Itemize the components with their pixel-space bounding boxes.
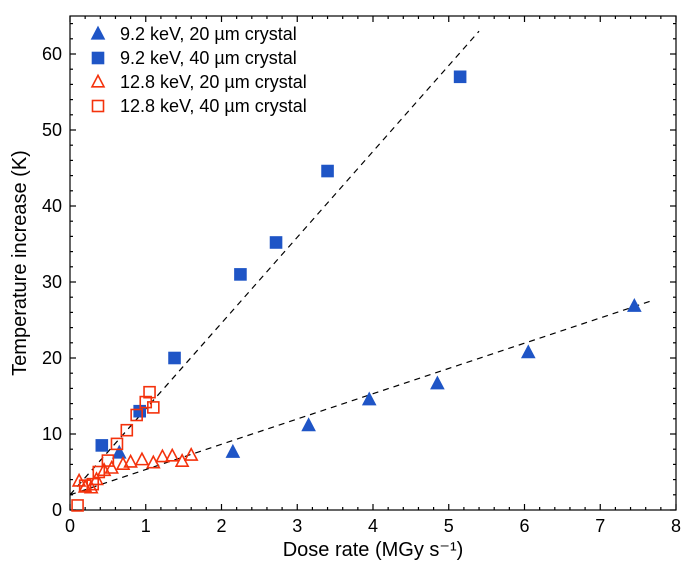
y-tick-label: 50 [42,120,62,140]
y-tick-label: 30 [42,272,62,292]
y-tick-label: 40 [42,196,62,216]
chart-container: 0 1 2 3 4 5 6 7 8 0 10 20 30 40 50 60 Dose rate (MGy s⁻¹… [0,0,692,564]
x-tick-label: 2 [216,516,226,536]
legend-marker [93,53,104,64]
data-point [169,353,180,364]
y-tick-label: 20 [42,348,62,368]
x-axis-label: Dose rate (MGy s⁻¹) [283,539,464,561]
x-tick-label: 3 [292,516,302,536]
x-tick-label: 6 [519,516,529,536]
data-point [271,237,282,248]
legend-label: 12.8 keV, 20 µm crystal [120,72,307,92]
x-tick-label: 7 [595,516,605,536]
y-tick-label: 10 [42,424,62,444]
data-point [455,71,466,82]
scatter-chart: 0 1 2 3 4 5 6 7 8 0 10 20 30 40 50 60 Dose rate (MGy s⁻¹… [0,0,692,564]
legend-label: 9.2 keV, 40 µm crystal [120,48,297,68]
data-point [322,166,333,177]
x-tick-label: 8 [671,516,681,536]
data-point [235,269,246,280]
y-axis-label: Temperature increase (K) [9,150,31,376]
x-tick-label: 4 [368,516,378,536]
x-tick-label: 0 [65,516,75,536]
x-tick-label: 5 [444,516,454,536]
legend-label: 12.8 keV, 40 µm crystal [120,96,307,116]
y-tick-label: 60 [42,44,62,64]
x-tick-label: 1 [141,516,151,536]
data-point [96,440,107,451]
legend-label: 9.2 keV, 20 µm crystal [120,24,297,44]
y-tick-label: 0 [52,500,62,520]
